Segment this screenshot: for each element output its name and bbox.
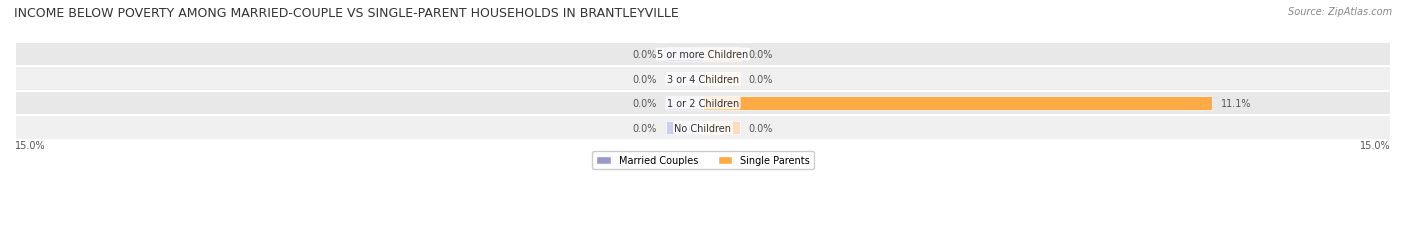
Text: 5 or more Children: 5 or more Children — [658, 50, 748, 60]
Bar — [666, 48, 703, 61]
Bar — [703, 48, 740, 61]
Bar — [15, 67, 1391, 91]
Bar — [15, 116, 1391, 140]
Text: 0.0%: 0.0% — [633, 74, 657, 84]
Legend: Married Couples, Single Parents: Married Couples, Single Parents — [592, 152, 814, 170]
Text: INCOME BELOW POVERTY AMONG MARRIED-COUPLE VS SINGLE-PARENT HOUSEHOLDS IN BRANTLE: INCOME BELOW POVERTY AMONG MARRIED-COUPL… — [14, 7, 679, 20]
Bar — [703, 97, 1212, 110]
Text: 0.0%: 0.0% — [633, 99, 657, 109]
Bar — [666, 73, 703, 86]
Text: No Children: No Children — [675, 123, 731, 133]
Text: 3 or 4 Children: 3 or 4 Children — [666, 74, 740, 84]
Text: 1 or 2 Children: 1 or 2 Children — [666, 99, 740, 109]
Text: 0.0%: 0.0% — [749, 50, 773, 60]
Bar — [703, 73, 740, 86]
Text: 0.0%: 0.0% — [749, 74, 773, 84]
Text: 0.0%: 0.0% — [749, 123, 773, 133]
Text: 15.0%: 15.0% — [1361, 140, 1391, 150]
Bar — [666, 121, 703, 135]
Bar — [703, 121, 740, 135]
Text: 0.0%: 0.0% — [633, 123, 657, 133]
Text: 0.0%: 0.0% — [633, 50, 657, 60]
Text: Source: ZipAtlas.com: Source: ZipAtlas.com — [1288, 7, 1392, 17]
Text: 15.0%: 15.0% — [15, 140, 45, 150]
Bar — [666, 97, 703, 110]
Bar — [15, 43, 1391, 67]
Text: 11.1%: 11.1% — [1222, 99, 1251, 109]
Bar — [15, 91, 1391, 116]
